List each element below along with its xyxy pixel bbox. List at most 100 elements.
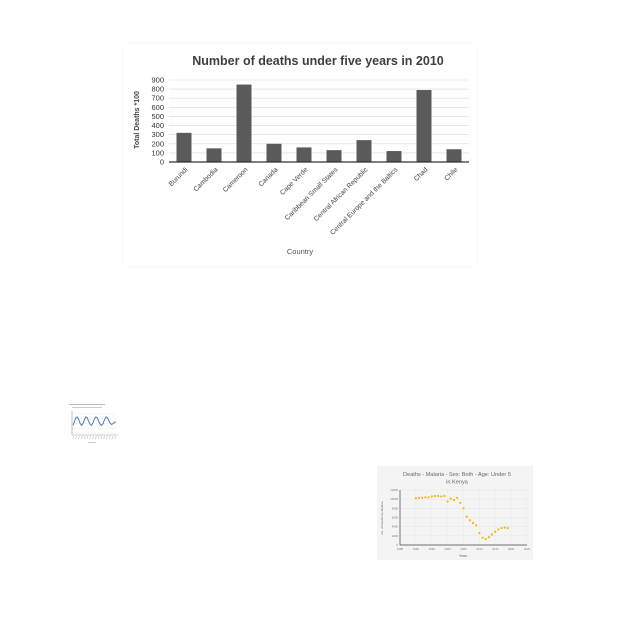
x-tick-label: 1985 [397, 547, 404, 551]
y-tick-label: 6000 [392, 516, 399, 520]
y-tick-labels: 0 2000 4000 6000 8000 10000 12000 [390, 488, 398, 547]
x-label-strip [88, 442, 96, 443]
bars [176, 84, 462, 162]
x-tick-label: Cambodia [193, 166, 220, 193]
data-point [481, 536, 484, 539]
data-point [462, 507, 465, 510]
x-tick-mark [89, 435, 92, 440]
x-tick-labels: 1985 1990 1995 2000 2005 2010 2015 2020 2025 [397, 547, 531, 551]
x-tick-mark [108, 435, 111, 440]
x-tick-mark [103, 435, 106, 440]
bar-chart-svg: Number of deaths under five years in 201… [134, 54, 469, 256]
chart-title-line-2: in Kenya [446, 480, 469, 486]
data-point [468, 519, 471, 522]
x-tick-mark [100, 435, 103, 440]
data-point [452, 498, 456, 502]
x-axis-label: Years [459, 554, 467, 558]
deaths-under-five-bar-chart: Number of deaths under five years in 201… [124, 44, 476, 266]
y-tick-label: 400 [151, 121, 164, 130]
x-tick-mark [114, 435, 117, 440]
y-tick-label: 600 [151, 103, 164, 112]
title-text-strip [72, 407, 102, 408]
data-point [487, 536, 490, 539]
data-point [427, 496, 430, 499]
x-tick-mark [78, 435, 80, 440]
y-tick-label: 800 [151, 85, 164, 94]
x-tick-mark [111, 435, 114, 440]
y-tick-label: 500 [151, 112, 164, 121]
data-point [506, 526, 510, 530]
y-tick-label: 700 [151, 94, 164, 103]
x-axis-label: Country [287, 247, 314, 256]
bar [356, 140, 372, 162]
data-point [503, 526, 506, 529]
x-tick-label: Central Europe and the Baltics [329, 166, 400, 237]
data-point [471, 521, 475, 525]
y-tick-label: 4000 [392, 525, 399, 529]
bar [326, 150, 342, 162]
y-tick-label: 0 [396, 543, 398, 547]
data-point [443, 494, 446, 498]
title-text-strip [69, 404, 105, 405]
x-tick-label: 2010 [476, 547, 483, 551]
small-line-chart [66, 402, 120, 446]
x-tick-label: 2005 [460, 547, 467, 551]
data-point [440, 495, 443, 498]
bar [296, 147, 312, 162]
data-point [478, 531, 481, 535]
data-point [433, 494, 437, 498]
bar [416, 90, 432, 162]
data-point [437, 494, 440, 498]
y-tick-label: 0 [160, 158, 164, 167]
chart-title-line-1: Deaths - Malaria - Sex: Both - Age: Unde… [403, 472, 511, 478]
data-point [465, 515, 468, 518]
data-point [449, 497, 452, 500]
y-tick-label: 8000 [392, 506, 399, 510]
x-tick-label: Chad [413, 166, 430, 183]
x-tick-label: Caribbean Small States [284, 166, 340, 222]
bar [236, 84, 252, 162]
x-tick-mark [72, 435, 75, 440]
y-tick-label: 100 [151, 148, 164, 157]
y-tick-label: 300 [151, 130, 164, 139]
bar [446, 149, 462, 162]
x-tick-label: 2020 [508, 547, 515, 551]
data-point [484, 537, 487, 541]
data-point [459, 501, 462, 504]
x-tick-label: 2000 [445, 547, 452, 551]
y-tick-label: 12000 [390, 488, 398, 492]
y-tick-label: 200 [151, 139, 164, 148]
data-point [497, 528, 500, 531]
data-point [424, 496, 427, 499]
x-tick-marks [72, 435, 117, 440]
bar [386, 151, 402, 162]
bar [176, 132, 192, 162]
kenya-malaria-scatter-chart: Deaths - Malaria - Sex: Both - Age: Unde… [377, 466, 533, 560]
x-tick-label: 1990 [413, 547, 420, 551]
x-tick-mark [86, 435, 89, 440]
y-tick-label: 2000 [392, 534, 399, 538]
x-tick-mark [94, 435, 97, 440]
x-tick-label: Burundi [168, 166, 190, 188]
x-tick-mark [75, 435, 78, 440]
x-tick-label: 1995 [429, 547, 436, 551]
x-tick-label: Canada [258, 166, 280, 188]
x-tick-label: Chile [444, 166, 460, 182]
y-tick-label: 10000 [390, 497, 398, 501]
data-point [446, 500, 449, 503]
y-tick-label: 900 [151, 76, 164, 85]
data-line [72, 416, 117, 427]
data-point [414, 497, 417, 500]
data-point [500, 526, 503, 530]
y-axis-label: Total Deaths *100 [134, 91, 141, 149]
data-point [490, 533, 494, 536]
x-tick-mark [106, 435, 108, 440]
x-tick-mark [80, 435, 83, 440]
scatter-chart-svg: Deaths - Malaria - Sex: Both - Age: Unde… [380, 472, 531, 558]
data-point [417, 496, 421, 499]
x-tick-label: Central African Republic [313, 166, 370, 223]
data-point [475, 524, 478, 527]
bar [266, 143, 282, 162]
